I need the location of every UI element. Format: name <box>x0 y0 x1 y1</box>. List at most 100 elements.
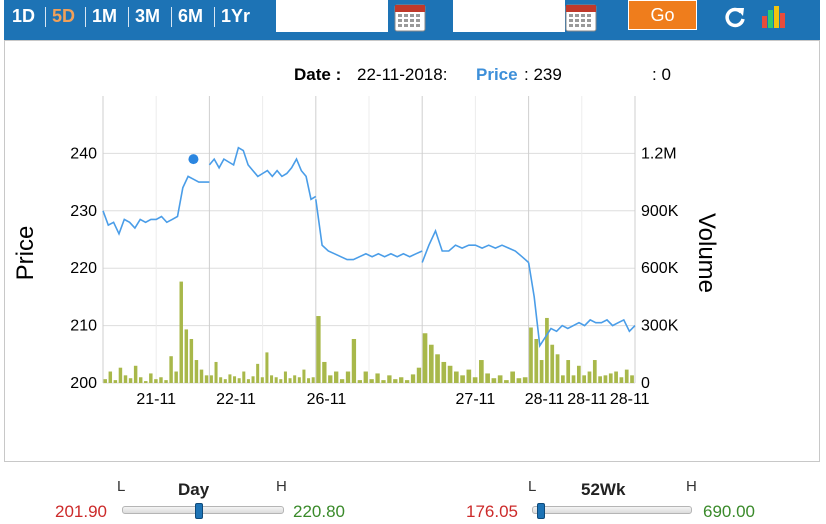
volume-bar <box>614 371 618 383</box>
range-3m-button[interactable]: 3M <box>135 6 161 26</box>
volume-bar <box>113 380 118 383</box>
volume-bar <box>103 379 107 383</box>
readout-date-label: Date : <box>294 65 341 84</box>
volume-bar <box>279 379 283 383</box>
volume-bar <box>345 371 351 383</box>
week52-low-value: 176.05 <box>466 502 518 521</box>
volume-bar <box>491 378 497 383</box>
y-axis-title: Price <box>12 226 39 281</box>
calendar-icon[interactable] <box>565 3 597 32</box>
day-low-marker: L <box>117 478 126 495</box>
volume-bar <box>293 375 297 383</box>
volume-bar <box>381 380 386 383</box>
volume-bar <box>485 373 490 383</box>
volume-bar <box>422 333 428 383</box>
volume-bar <box>108 371 113 383</box>
week52-range-title: 52Wk <box>581 480 626 499</box>
volume-bar <box>219 377 223 383</box>
range-separator <box>128 7 129 27</box>
volume-bar <box>246 379 250 383</box>
volume-bar <box>387 375 392 383</box>
volume-bar <box>322 361 327 383</box>
day-low-value: 201.90 <box>55 502 107 521</box>
volume-bar <box>472 377 478 383</box>
volume-bar <box>274 377 278 383</box>
volume-bar <box>334 371 339 383</box>
volume-bar <box>555 354 560 383</box>
volume-bar <box>283 371 287 383</box>
day-high-marker: H <box>276 478 287 495</box>
bar-chart-icon[interactable] <box>760 4 786 30</box>
volume-bar <box>375 373 380 383</box>
volume-bar <box>307 378 311 383</box>
to-date-input[interactable] <box>453 0 565 32</box>
volume-bar <box>302 369 306 383</box>
week52-range-thumb[interactable] <box>537 503 546 519</box>
range-1yr-button[interactable]: 1Yr <box>221 6 251 26</box>
range-1d-button[interactable]: 1D <box>12 6 36 26</box>
day-range-thumb[interactable] <box>194 503 203 519</box>
volume-bar <box>410 374 416 383</box>
readout-price-value: : 239 <box>524 65 562 84</box>
volume-bar <box>128 378 133 383</box>
y-tick-label: 200 <box>70 375 97 392</box>
volume-bar <box>270 375 274 383</box>
volume-bar <box>516 378 522 383</box>
volume-bar <box>260 377 264 383</box>
volume-bar <box>545 317 549 383</box>
refresh-icon[interactable] <box>722 4 748 30</box>
volume-bar <box>603 375 608 383</box>
volume-bar <box>447 365 453 383</box>
volume-bar <box>133 365 138 383</box>
volume-bar <box>416 367 422 383</box>
week52-high-marker: H <box>686 478 697 495</box>
volume-bar <box>369 379 374 383</box>
go-button[interactable]: Go <box>628 0 697 30</box>
week52-high-value: 690.00 <box>703 502 755 521</box>
volume-bar <box>550 344 555 383</box>
x-tick-label: 28-11 <box>525 391 565 408</box>
volume-bar <box>598 376 602 383</box>
volume-bar <box>256 363 260 383</box>
highlight-point-marker <box>188 154 199 165</box>
volume-bars <box>103 281 634 383</box>
range-separator <box>171 7 172 27</box>
volume-bar <box>466 369 472 383</box>
volume-bar <box>164 380 168 383</box>
toolbar: 1D 5D 1M 3M 6M 1Yr Go <box>4 0 820 40</box>
volume-bar <box>194 360 199 383</box>
y2-tick-label: 0 <box>641 375 650 392</box>
price-line-segment <box>421 228 530 264</box>
volume-bar <box>242 371 246 383</box>
calendar-icon[interactable] <box>394 3 426 32</box>
volume-bar <box>265 352 269 383</box>
range-5d-button[interactable]: 5D <box>52 6 76 26</box>
day-range-track <box>122 506 284 514</box>
volume-bar <box>328 375 333 383</box>
from-date-input[interactable] <box>276 0 388 32</box>
volume-bar <box>630 375 634 383</box>
volume-bar <box>149 373 153 383</box>
volume-bar <box>404 380 410 383</box>
week52-low-marker: L <box>528 478 537 495</box>
grid <box>102 96 636 384</box>
volume-bar <box>144 381 148 383</box>
y-axis-labels: 200 210 220 230 240 0 300K 600K 900K 1.2M <box>70 145 678 392</box>
x-tick-label: 21-11 <box>136 391 176 408</box>
volume-bar <box>179 281 183 383</box>
price-line-segment <box>208 146 317 201</box>
x-tick-label: 28-11 <box>567 391 607 408</box>
range-1m-button[interactable]: 1M <box>92 6 118 26</box>
volume-bar <box>228 374 232 383</box>
price-line-segment <box>102 175 210 236</box>
range-6m-button[interactable]: 6M <box>178 6 204 26</box>
x-tick-label: 26-11 <box>307 391 347 408</box>
volume-bar <box>624 369 629 383</box>
volume-bar <box>174 371 178 383</box>
volume-bar <box>582 375 587 383</box>
volume-bar <box>522 377 528 383</box>
price-line-segment <box>527 262 636 348</box>
volume-bar <box>399 377 404 383</box>
y2-tick-label: 600K <box>641 260 679 277</box>
range-separator <box>214 7 215 27</box>
